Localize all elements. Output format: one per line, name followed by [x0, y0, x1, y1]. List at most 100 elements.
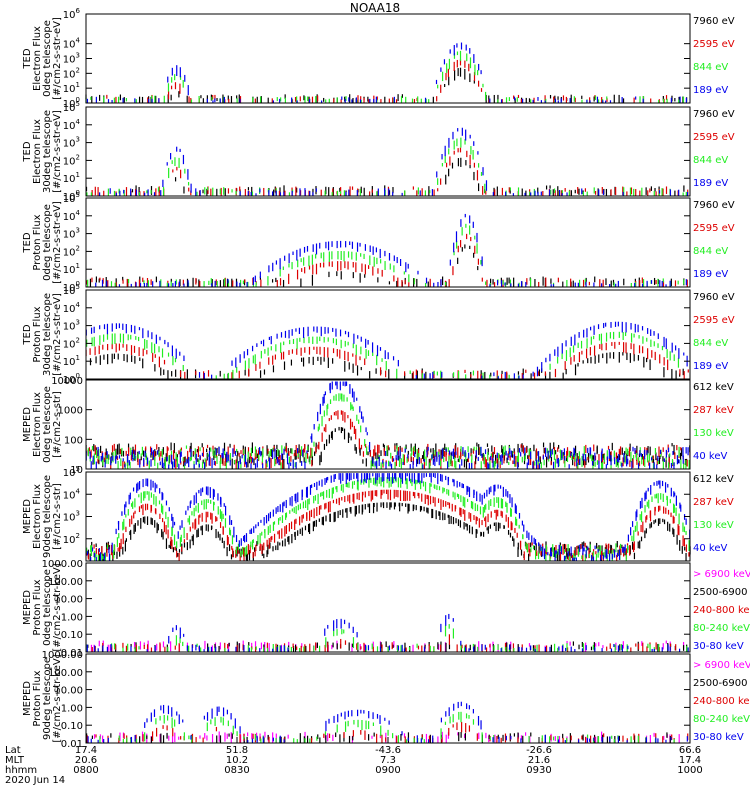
legend-entry: 240-800 ke	[693, 696, 750, 707]
legend-entry: 844 eV	[693, 62, 728, 73]
x-row-value: -26.6	[526, 745, 552, 756]
legend-entry: 844 eV	[693, 338, 728, 349]
y-tick-label: 1000.00	[42, 559, 83, 570]
x-row-value: 20.6	[75, 755, 97, 766]
series-black-marks	[87, 641, 688, 652]
panel-2: 100 101 102 103 104 105 TED Electron Flux 30deg …	[22, 100, 735, 203]
y-tick-label: 104	[63, 118, 81, 132]
series-red-marks	[85, 489, 690, 561]
y-tick-label: 105	[63, 191, 80, 205]
series-green-marks	[86, 331, 680, 379]
plot-frame	[85, 562, 691, 653]
y-tick-label: 0.10	[61, 721, 83, 732]
y-axis-label: 0deg telescope	[42, 20, 53, 97]
legend-entry: 7960 eV	[693, 109, 735, 120]
legend-entry: 2500-6900	[693, 678, 748, 689]
y-tick-label: 100.00	[48, 577, 83, 588]
y-axis-label: Proton Flux	[32, 670, 43, 726]
y-tick-label: 1.00	[61, 703, 83, 714]
legend-entry: 80-240 keV	[693, 714, 750, 725]
legend-entry: 30-80 keV	[693, 732, 744, 743]
legend-entry: 130 keV	[693, 428, 734, 439]
legend-entry: 2595 eV	[693, 223, 735, 234]
y-axis-label: [#/cm2-s-str-eV]	[52, 293, 63, 376]
x-row-value: 17.4	[679, 755, 701, 766]
y-axis-label: [#/cm2-s-str-eV]	[52, 17, 63, 100]
legend-entry: 189 eV	[693, 269, 728, 280]
y-tick-label: 103	[63, 319, 80, 333]
y-tick-label: 103	[63, 227, 80, 241]
legend-entry: 40 keV	[693, 451, 727, 462]
legend-entry: > 6900 keV	[693, 569, 750, 580]
y-axis-label: [#/cm2-s-str-eV]	[52, 110, 63, 193]
y-tick-label: 101	[63, 262, 80, 276]
series-red-marks	[106, 59, 668, 103]
y-tick-label: 0.01	[61, 648, 83, 659]
y-tick-label: 100	[63, 96, 80, 110]
legend-entry: 7960 eV	[693, 16, 735, 27]
y-axis-label: TED	[22, 324, 33, 345]
y-tick-label: 103	[63, 136, 80, 150]
series-black-marks	[86, 731, 671, 743]
series-blue-marks	[85, 321, 688, 379]
y-axis-label: MEPED	[22, 499, 33, 534]
series-blue-marks	[87, 701, 688, 743]
legend-entry: 2595 eV	[693, 315, 735, 326]
legend-entry: 189 eV	[693, 85, 728, 96]
series-green-marks	[99, 711, 675, 743]
series-black-marks	[89, 244, 685, 287]
series-red-marks	[86, 233, 688, 287]
series-magenta-marks	[93, 731, 680, 743]
y-tick-label: 10000	[51, 376, 83, 387]
y-tick-label: 101	[63, 354, 80, 368]
legend-entry: 189 eV	[693, 178, 728, 189]
x-row-value: 7.3	[380, 755, 396, 766]
y-axis-label: Electron Flux	[32, 119, 43, 184]
panel-8: 0.01 0.10 1.00 10.00 100.00 1000.00 MEPED Proto…	[22, 650, 750, 750]
x-row-label: MLT	[5, 755, 25, 766]
x-row-value: 0830	[224, 765, 249, 776]
series-green-marks	[86, 137, 687, 196]
legend-entry: 240-800 ke	[693, 605, 750, 616]
y-tick-label: 103	[63, 510, 80, 524]
y-tick-label: 0.01	[61, 739, 83, 750]
x-axis-labels: Lat 17.4 51.8 -43.6 -26.6 66.6 MLT 20.6 10.2 7.3 2…	[5, 737, 703, 786]
y-tick-label: 101	[63, 171, 80, 185]
series-red-marks	[91, 634, 677, 652]
y-tick-label: 102	[63, 336, 80, 350]
x-row-value: 66.6	[679, 745, 701, 756]
y-tick-label: 104	[63, 209, 81, 223]
y-tick-label: 102	[63, 532, 80, 546]
y-axis-label: [#/cm2-s-str]	[52, 391, 63, 458]
y-axis-label: Proton Flux	[32, 214, 43, 270]
x-row-value: 0900	[375, 765, 400, 776]
y-tick-label: 100	[63, 189, 80, 203]
legend-entry: > 6900 keV	[693, 660, 750, 671]
y-tick-label: 101	[63, 81, 80, 95]
series-blue-marks	[86, 613, 689, 652]
x-row-value: 0800	[73, 765, 98, 776]
y-tick-label: 1.00	[61, 612, 83, 623]
legend-entry: 287 keV	[693, 405, 734, 416]
legend-entry: 7960 eV	[693, 200, 735, 211]
legend-entry: 844 eV	[693, 155, 728, 166]
y-tick-label: 104	[63, 37, 81, 51]
plot-frame	[85, 13, 691, 104]
legend-entry: 7960 eV	[693, 292, 735, 303]
series-green-marks	[85, 477, 690, 561]
y-tick-label: 100	[63, 372, 80, 386]
series-green-marks	[87, 393, 690, 469]
y-tick-label: 10.00	[54, 595, 83, 606]
y-tick-label: 102	[63, 244, 80, 258]
x-row-value: 21.6	[528, 755, 550, 766]
series-blue-marks	[99, 127, 689, 196]
panel-7: 0.01 0.10 1.00 10.00 100.00 1000.00 MEPED Proto…	[22, 559, 750, 659]
y-tick-label: 103	[63, 52, 80, 66]
y-tick-label: 106	[63, 7, 81, 21]
series-blue-marks	[86, 473, 691, 561]
legend-entry: 2500-6900	[693, 587, 748, 598]
figure-title: NOAA18	[350, 1, 400, 15]
y-tick-label: 102	[63, 153, 80, 167]
